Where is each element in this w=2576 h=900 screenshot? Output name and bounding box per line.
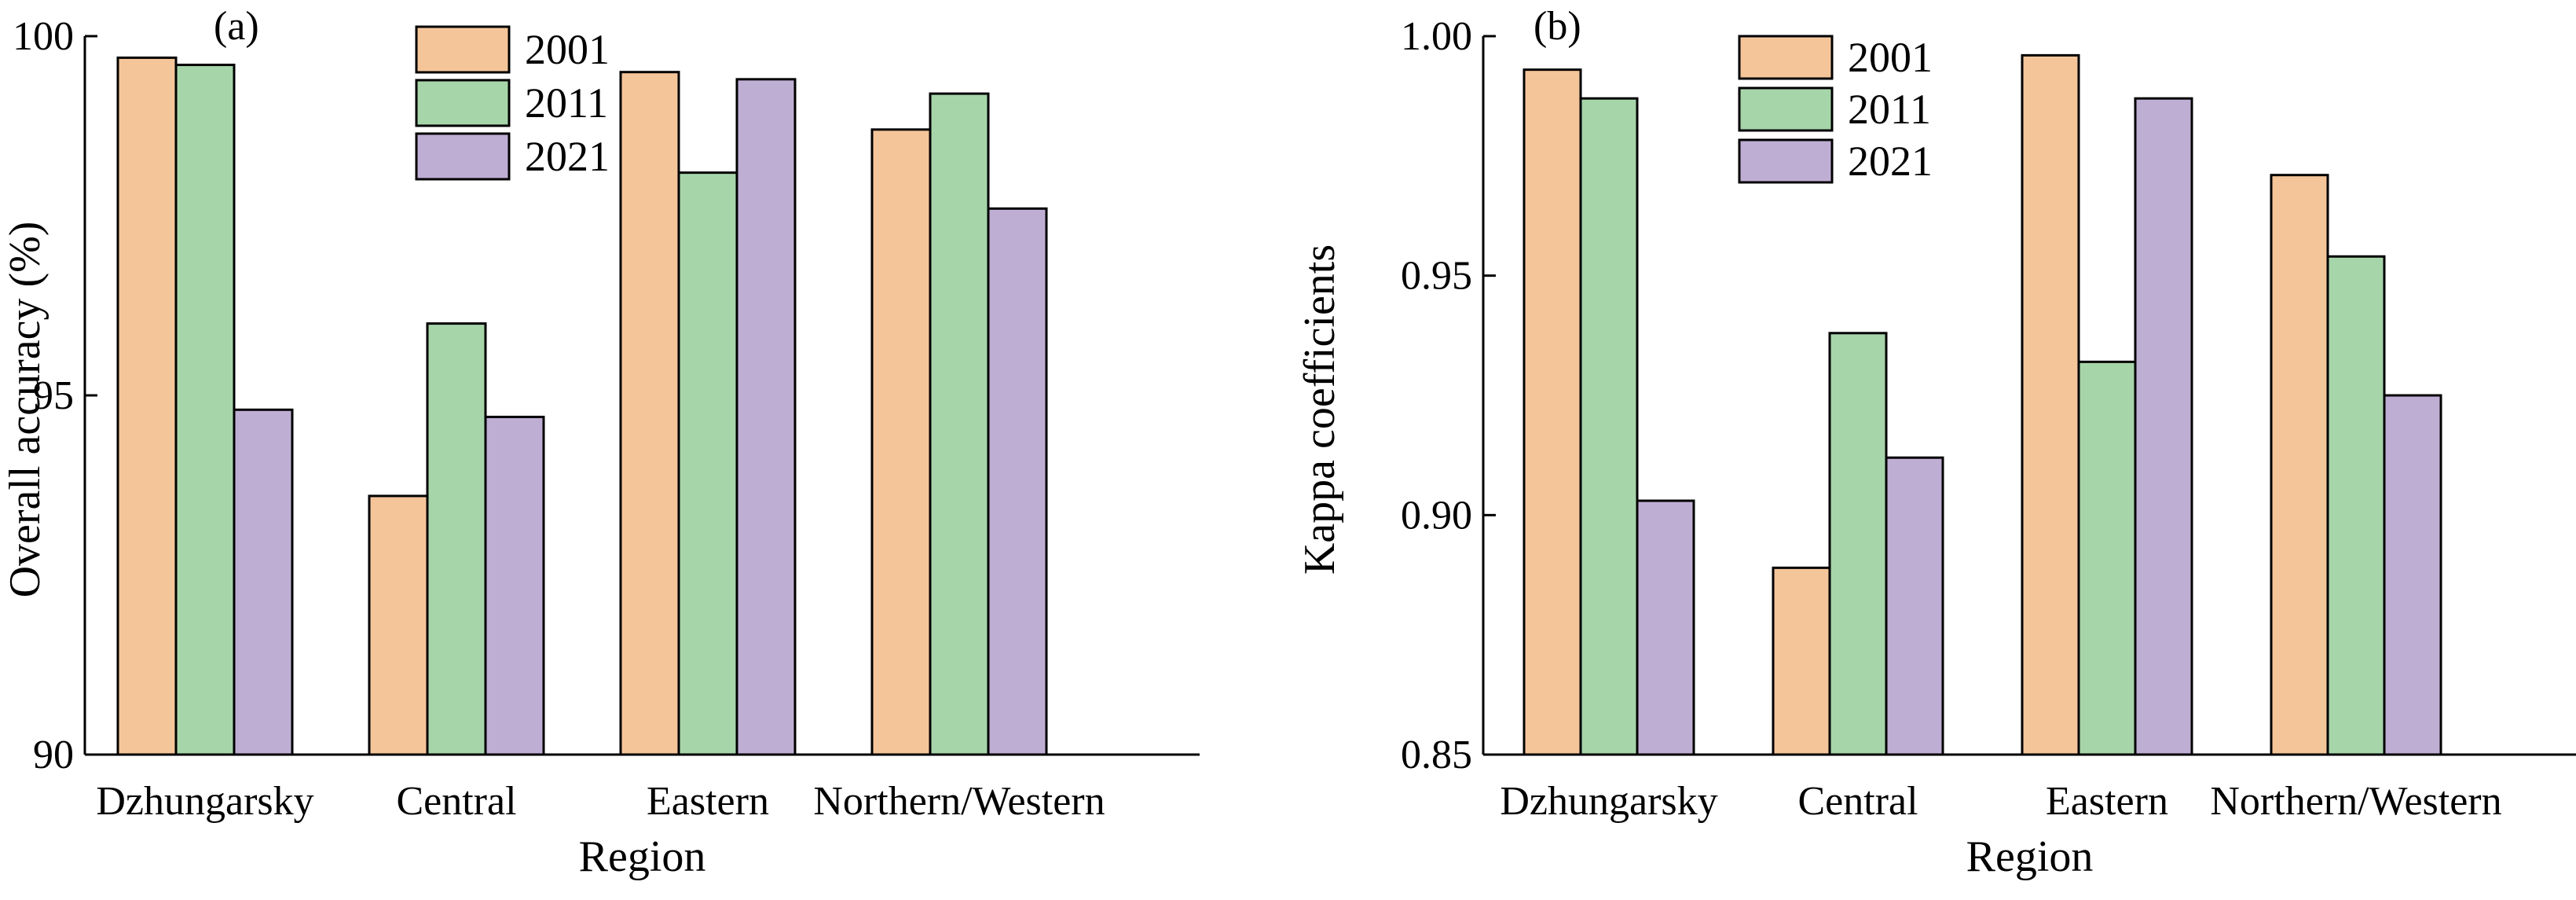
panel-b-bar-eastern-2011	[2077, 360, 2137, 756]
panel-b-legend-label-2011: 2011	[1848, 86, 1931, 133]
panel-b-bar-central-2011	[1828, 332, 1888, 756]
panel-a-x-axis-title: Region	[579, 832, 706, 881]
panel-a-y-tick-label: 90	[33, 733, 74, 777]
panel-b-bar-dzhungarsky-2001	[1523, 68, 1582, 756]
panel-b-y-tick-label: 0.90	[1401, 493, 1472, 538]
panel-a-legend-swatch-2011	[415, 79, 511, 127]
panel-b-bar-central-2021	[1885, 456, 1944, 756]
panel-a-bar-dzhungarsky-2021	[233, 408, 294, 756]
panel-b-y-tick-label: 0.95	[1401, 254, 1472, 299]
panel-a-bar-dzhungarsky-2011	[174, 64, 236, 756]
panel-a-x-tick-label: Eastern	[647, 779, 769, 824]
panel-a-x-tick-label: Dzhungarsky	[96, 779, 313, 824]
panel-b-x-tick-label: Eastern	[2046, 779, 2168, 824]
panel-b-x-tick-label: Dzhungarsky	[1500, 779, 1717, 824]
panel-b-bar-dzhungarsky-2021	[1636, 499, 1695, 756]
panel-b-bar-dzhungarsky-2011	[1579, 97, 1639, 756]
panel-b-panel-label: (b)	[1534, 4, 1581, 49]
panel-a-legend-swatch-2001	[415, 25, 511, 74]
panel-a-legend-label-2011: 2011	[525, 79, 608, 127]
panel-b-x-axis-title: Region	[1966, 832, 2094, 881]
panel-a-bar-northern-western-2021	[987, 207, 1048, 756]
panel-b-bar-northern-western-2011	[2326, 255, 2386, 756]
panel-a-y-tick-label: 100	[13, 14, 74, 59]
panel-a-bar-central-2021	[484, 415, 545, 756]
panel-a-legend-label-2001: 2001	[525, 26, 610, 73]
panel-b-y-tick-label: 1.00	[1401, 14, 1472, 59]
panel-a-bar-northern-western-2001	[870, 128, 932, 756]
panel-a-legend-swatch-2021	[415, 132, 511, 181]
panel-a-bar-central-2001	[368, 494, 429, 756]
panel-b-y-tick-label: 0.85	[1401, 733, 1472, 777]
panel-a-x-tick-label: Central	[396, 779, 516, 824]
panel-b-x-tick-label: Northern/Western	[2210, 779, 2501, 824]
panel-a-bar-eastern-2001	[619, 71, 680, 756]
panel-a-panel-label: (a)	[214, 4, 259, 49]
panel-a-bar-eastern-2021	[735, 78, 797, 756]
panel-a-legend-label-2021: 2021	[525, 133, 610, 180]
panel-b-bar-northern-western-2001	[2270, 174, 2329, 756]
panel-a-bar-central-2011	[426, 322, 487, 756]
panel-a-bar-dzhungarsky-2001	[116, 56, 178, 756]
panel-a-y-axis-title: Overall accuracy (%)	[1, 222, 49, 598]
panel-a-bar-eastern-2011	[677, 171, 738, 756]
panel-b-legend-label-2001: 2001	[1848, 34, 1933, 81]
panel-b-legend-swatch-2011	[1738, 86, 1834, 132]
panel-a-x-tick-label: Northern/Western	[813, 779, 1105, 824]
panel-b-bar-eastern-2021	[2134, 97, 2193, 756]
panel-b-y-axis-title: Kappa coefficients	[1295, 244, 1344, 575]
panel-b-x-tick-label: Central	[1797, 779, 1918, 824]
panel-a-overall-accuracy-chart: 90 95 100 Dzhungarsky Central Eastern Northern…	[1, 4, 1200, 881]
panel-b-kappa-chart: 0.85 0.90 0.95 1.00 Dzhungarsky Central Easter…	[1295, 4, 2576, 881]
panel-b-bar-northern-western-2021	[2383, 394, 2442, 756]
panel-b-bar-central-2001	[1772, 566, 1831, 756]
panel-a-bar-northern-western-2011	[929, 92, 990, 756]
panel-b-legend-swatch-2021	[1738, 138, 1834, 184]
panel-b-bar-eastern-2001	[2021, 53, 2080, 756]
panel-b-legend-swatch-2001	[1738, 35, 1834, 80]
panel-b-legend-label-2021: 2021	[1848, 138, 1933, 185]
panel-a-y-tick-label: 95	[33, 373, 74, 418]
